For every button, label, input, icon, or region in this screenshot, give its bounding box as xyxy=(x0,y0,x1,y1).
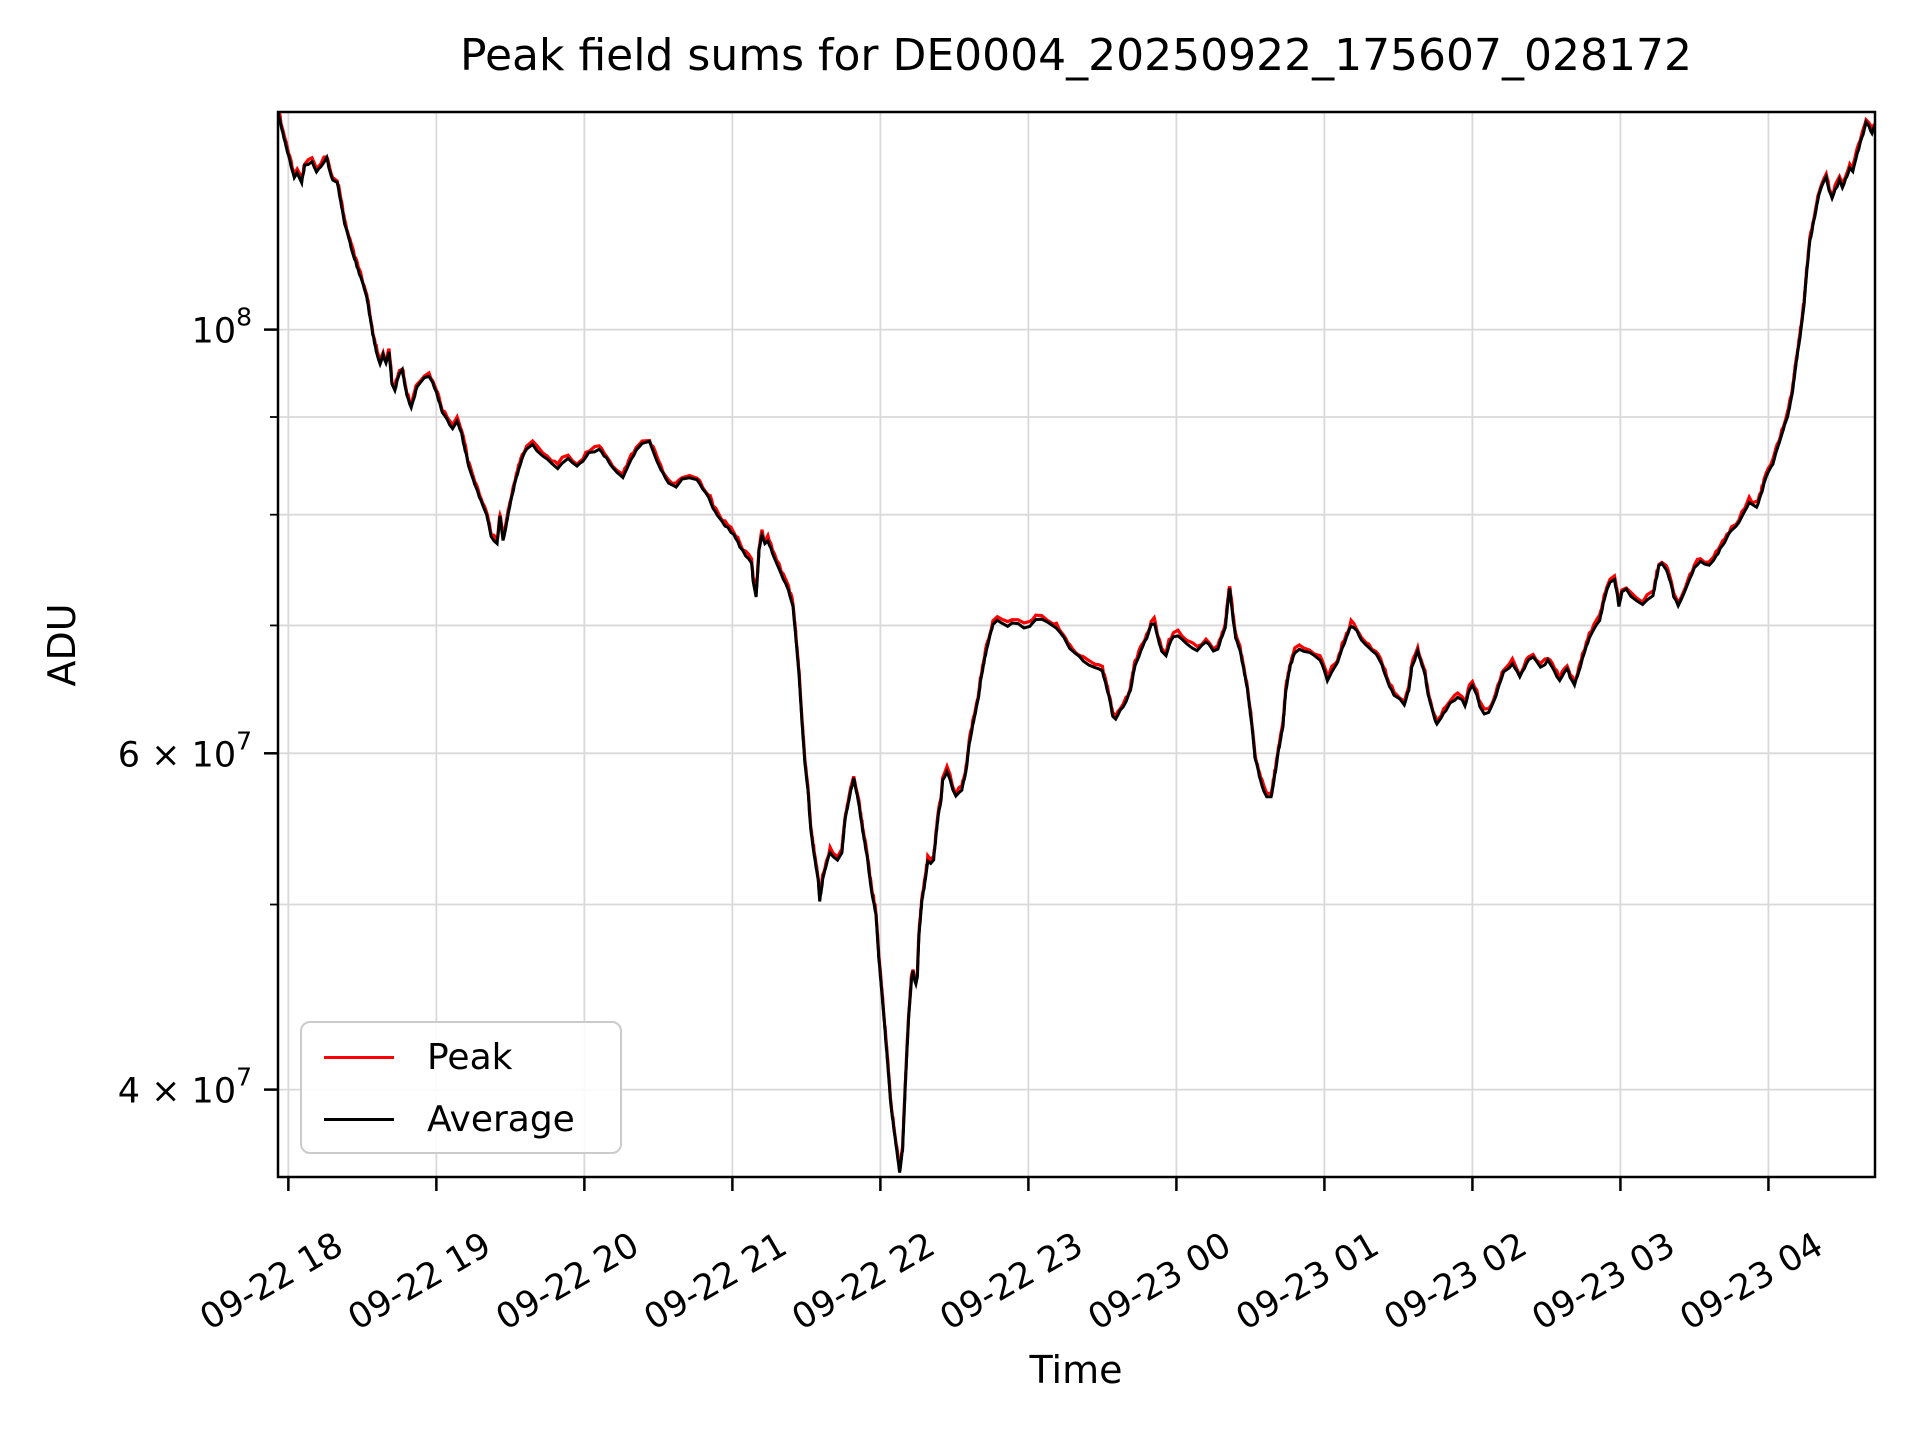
legend-label-peak: Peak xyxy=(427,1036,513,1078)
x-tick-label: 09-22 22 xyxy=(786,1225,942,1338)
average-line xyxy=(278,112,1875,1173)
chart-title: Peak field sums for DE0004_20250922_1756… xyxy=(460,30,1692,81)
peak-line-sample xyxy=(324,1055,394,1059)
x-tick-label: 09-22 20 xyxy=(490,1225,646,1338)
x-tick-label: 09-23 04 xyxy=(1674,1225,1830,1338)
y-axis-label: ADU xyxy=(40,603,84,687)
x-tick-label: 09-22 23 xyxy=(934,1225,1090,1338)
x-tick-label: 09-23 03 xyxy=(1526,1225,1682,1338)
y-tick-label: 4 × 107 xyxy=(118,1063,252,1112)
x-axis-label: Time xyxy=(1029,1348,1123,1392)
legend-entry-average: Average xyxy=(302,1098,620,1140)
average-line-sample xyxy=(324,1117,394,1121)
y-tick-label: 108 xyxy=(192,303,252,352)
legend-entry-peak: Peak xyxy=(302,1036,620,1078)
x-tick-label: 09-23 01 xyxy=(1230,1225,1386,1338)
peak-line xyxy=(278,112,1875,1173)
legend-label-average: Average xyxy=(427,1098,575,1140)
x-tick-label: 09-23 00 xyxy=(1082,1225,1238,1338)
y-tick-label: 6 × 107 xyxy=(118,726,252,775)
x-tick-label: 09-23 02 xyxy=(1378,1225,1534,1338)
x-tick-label: 09-22 19 xyxy=(342,1225,498,1338)
legend: Peak Average xyxy=(300,1021,622,1154)
x-tick-label: 09-22 21 xyxy=(638,1225,794,1338)
axes-spines xyxy=(276,110,1877,1179)
x-tick-label: 09-22 18 xyxy=(194,1225,350,1338)
